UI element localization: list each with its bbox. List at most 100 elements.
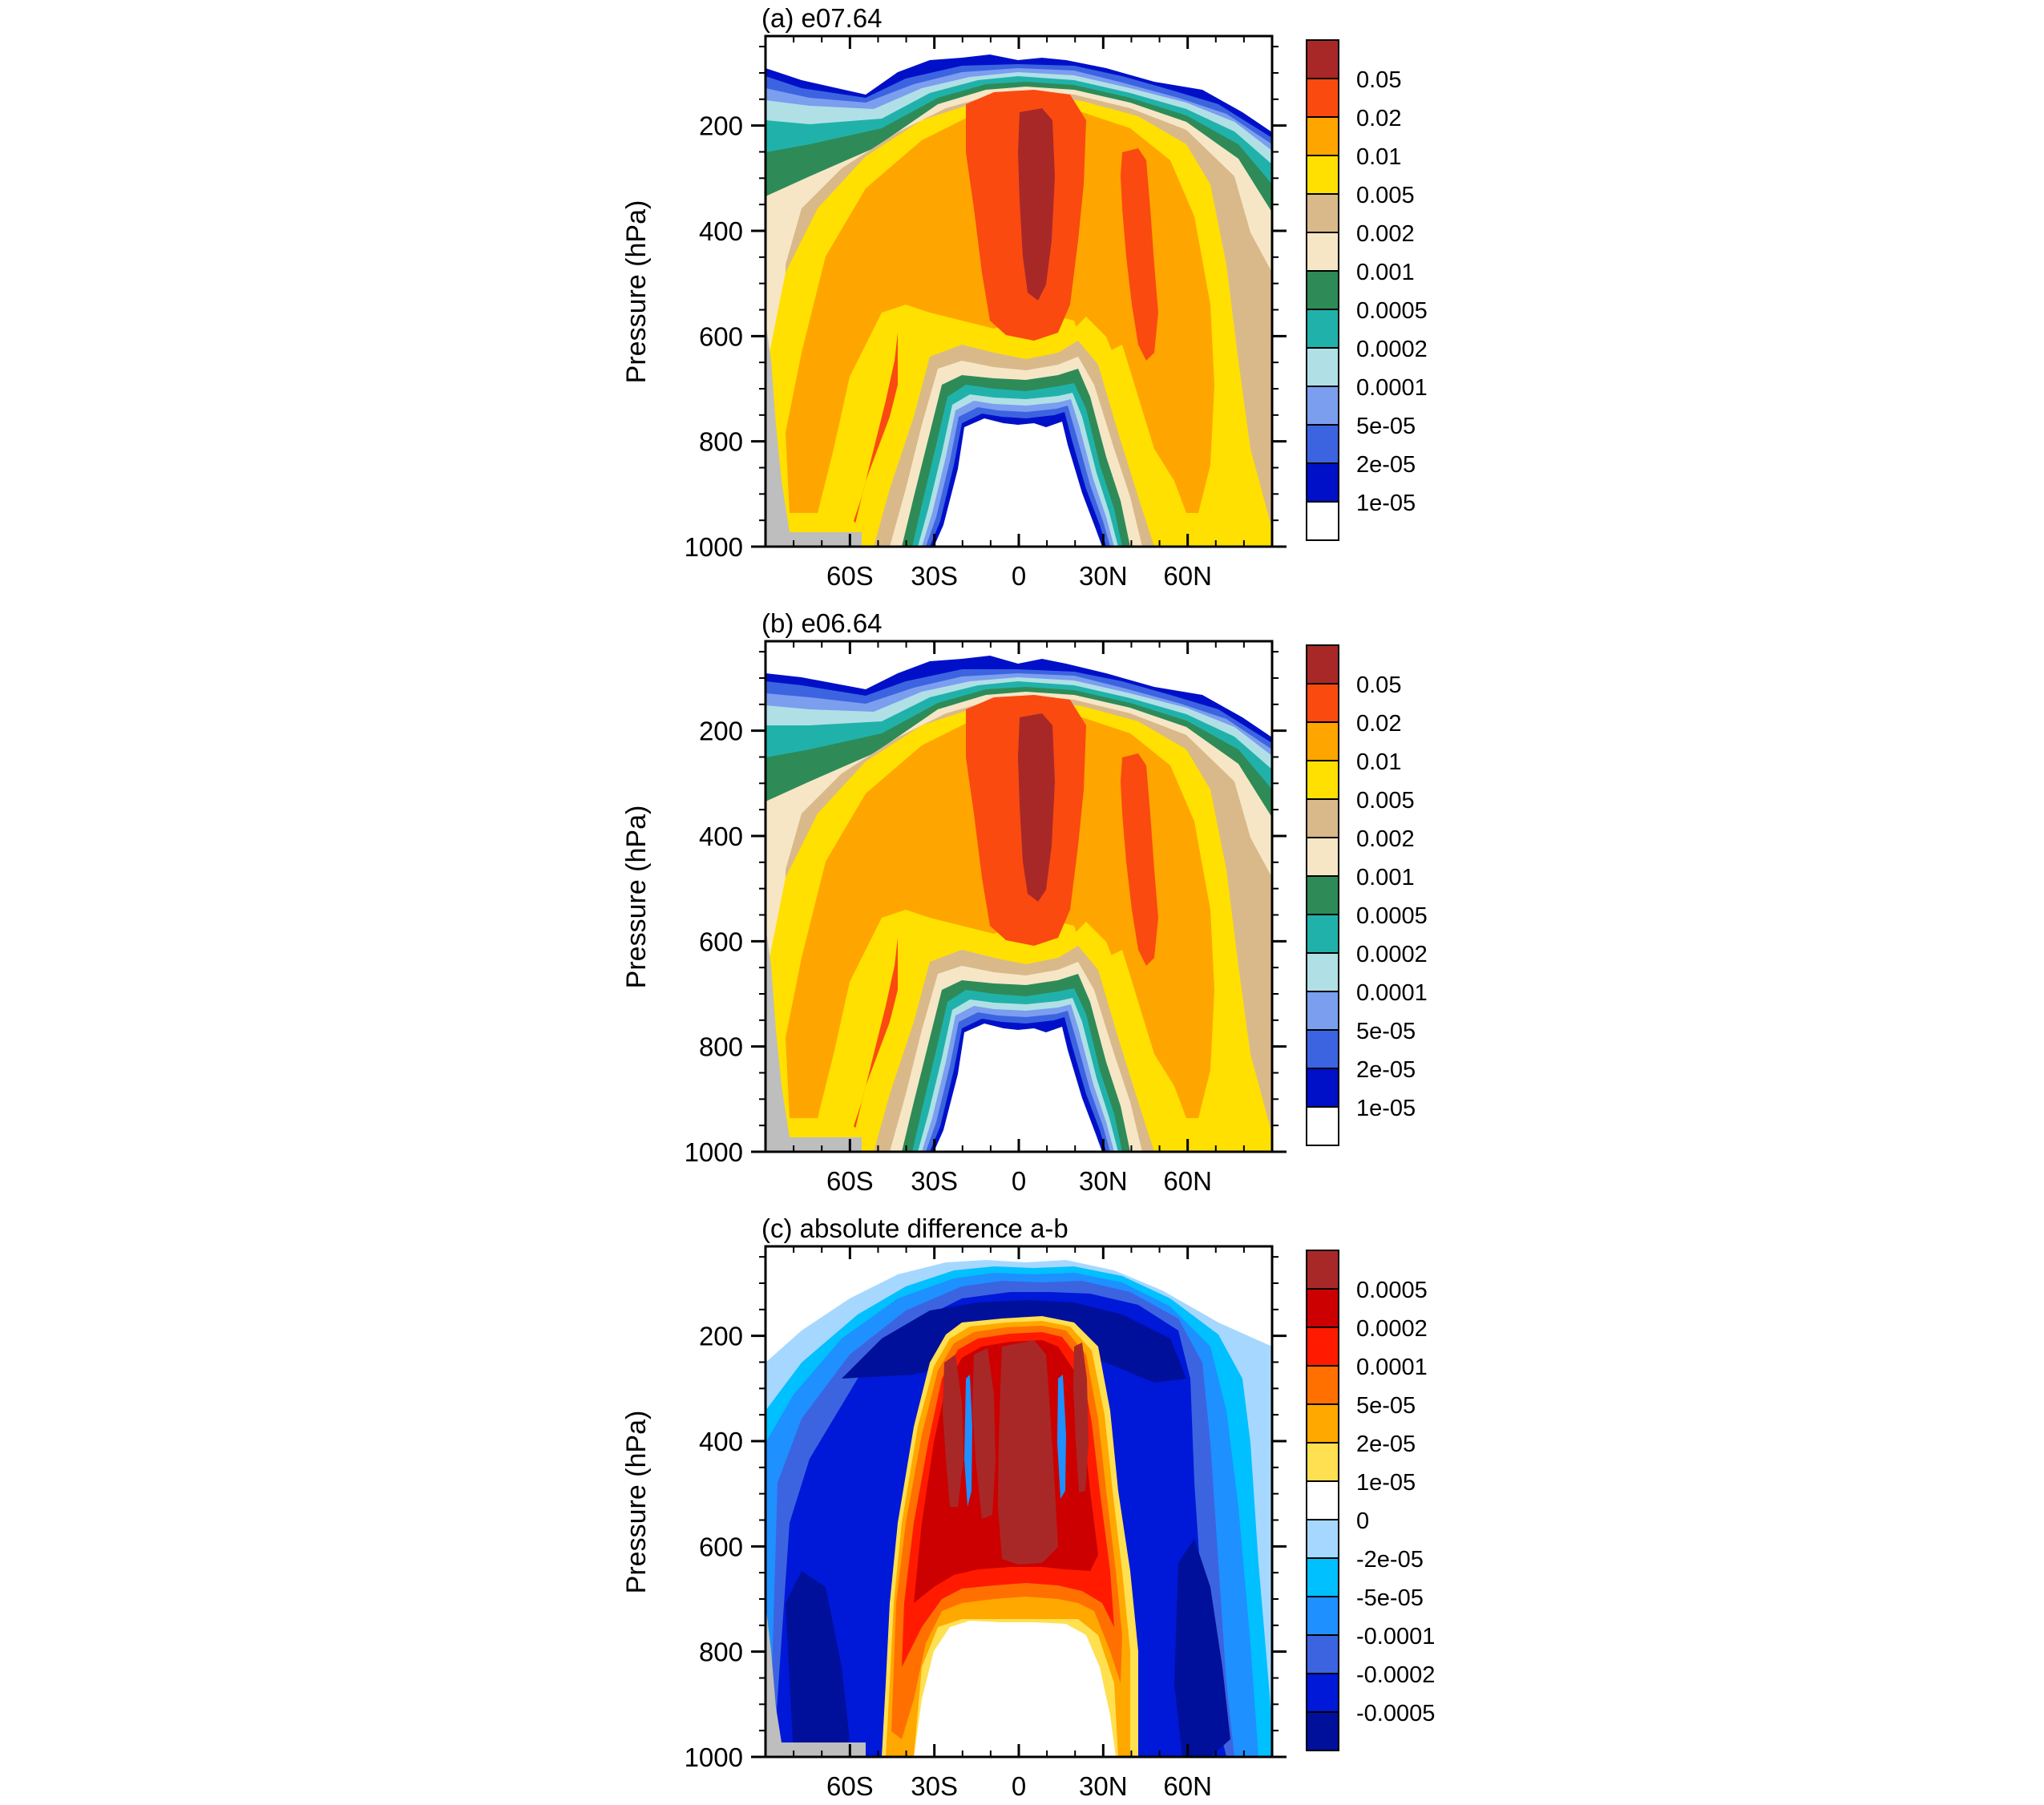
panel-c-fill-neg-streak-2 <box>1057 1375 1066 1499</box>
panel-c-hole-white <box>914 1621 1116 1757</box>
panel-a-colorbar-label: 0.001 <box>1356 260 1415 285</box>
panel-c-fill-pos-max-4 <box>1073 1343 1089 1492</box>
panel-b-colorbar-box <box>1306 991 1339 1031</box>
panel-a-fill-0.05-center <box>1018 108 1055 301</box>
panel-a-colorbar-box <box>1306 155 1339 195</box>
panel-a-colorbar-box <box>1306 232 1339 272</box>
panel-b-colorbar-box <box>1306 837 1339 877</box>
panel-c-title: (c) absolute difference a-b <box>761 1213 1068 1243</box>
panel-a-xtick-label: 60N <box>1163 561 1212 591</box>
panel-b-missing-data <box>765 926 862 1152</box>
panel-b-colorbar-label: 0.001 <box>1356 865 1415 890</box>
panel-b-ticks: 60S 30S 0 30N 60N 200 400 600 800 1000 <box>685 641 1287 1196</box>
panel-a-missing-data <box>765 321 862 547</box>
panel-b-fill-0.02-north <box>1121 753 1158 966</box>
panel-c-fill-neg-streak-1 <box>964 1375 972 1507</box>
panel-c-ticks: 60S 30S 0 30N 60N 200 400 600 800 1000 <box>685 1246 1287 1801</box>
panel-c-colorbar-label: 1e-05 <box>1356 1470 1416 1496</box>
panel-c-xtick-label: 0 <box>1012 1771 1026 1801</box>
panel-a-colorbar-label: 0.02 <box>1356 106 1401 131</box>
panel-b-colorbar-label: 0.01 <box>1356 749 1401 775</box>
panel-a-colorbar-label: 0.05 <box>1356 67 1401 93</box>
panel-b-ytick-label: 1000 <box>685 1137 743 1167</box>
panel-a-ytick-label: 200 <box>699 111 743 141</box>
panel-c-ytick-label: 200 <box>699 1322 743 1351</box>
panel-a-colorbar-label: 1e-05 <box>1356 491 1416 516</box>
panel-a-xtick-label: 0 <box>1012 561 1026 591</box>
panel-b: (b) e06.64 Pressure (hPa) <box>621 608 1428 1196</box>
panel-b-title: (b) e06.64 <box>761 608 882 638</box>
panel-b-contours <box>765 641 1272 1152</box>
panel-c-ytick-label: 400 <box>699 1427 743 1456</box>
panel-a-ytick-label: 800 <box>699 427 743 457</box>
panel-c-colorbar-box <box>1306 1403 1339 1444</box>
panel-a-colorbar-label: 5e-05 <box>1356 414 1416 439</box>
panel-c-colorbar-box <box>1306 1557 1339 1597</box>
panel-c-colorbar-box <box>1306 1596 1339 1636</box>
panel-c-colorbar-box <box>1306 1634 1339 1674</box>
panel-c-colorbar-box <box>1306 1711 1339 1751</box>
panel-c-colorbar-label: -0.0001 <box>1356 1624 1435 1650</box>
panel-b-colorbar-box <box>1306 760 1339 800</box>
panel-a-colorbar-box <box>1306 39 1339 79</box>
panel-b-colorbar: 0.05 0.02 0.01 0.005 0.002 0.001 0.0005 0.0002 0… <box>1306 644 1428 1146</box>
panel-c-colorbar: 0.0005 0.0002 0.0001 5e-05 2e-05 1e-05 0 -2e-05… <box>1306 1250 1435 1751</box>
panel-a-title: (a) e07.64 <box>761 3 882 33</box>
panel-c: (c) absolute difference a-b Pressure (hP… <box>621 1213 1435 1801</box>
panel-a-colorbar-box <box>1306 424 1339 464</box>
panel-a-hole-white <box>934 418 1102 547</box>
panel-c-colorbar-box <box>1306 1326 1339 1367</box>
panel-b-colorbar-label: 0.02 <box>1356 711 1401 737</box>
panel-a-ytick-label: 600 <box>699 321 743 351</box>
panel-a-colorbar-box <box>1306 309 1339 349</box>
panel-c-ytick-label: 800 <box>699 1637 743 1667</box>
panel-b-colorbar-label: 2e-05 <box>1356 1057 1416 1083</box>
panel-a-contours <box>765 36 1272 547</box>
panel-c-colorbar-label: -0.0002 <box>1356 1662 1435 1688</box>
panel-a-fill-0.02-north <box>1121 148 1158 361</box>
panel-a: (a) e07.64 Pressure (hPa) <box>621 3 1428 591</box>
panel-c-xtick-label: 60S <box>826 1771 874 1801</box>
panel-b-ytick-label: 800 <box>699 1032 743 1062</box>
panel-c-colorbar-label: -0.0005 <box>1356 1701 1435 1726</box>
panel-a-colorbar-box <box>1306 78 1339 118</box>
panel-a-colorbar-label: 2e-05 <box>1356 452 1416 478</box>
panel-c-xtick-label: 30N <box>1079 1771 1128 1801</box>
panel-b-hole-white <box>934 1024 1102 1152</box>
panel-b-colorbar-box <box>1306 798 1339 838</box>
panel-a-colorbar: 0.05 0.02 0.01 0.005 0.002 0.001 0.0005 0.0002 0… <box>1306 39 1428 541</box>
panel-b-colorbar-label: 5e-05 <box>1356 1019 1416 1044</box>
panel-c-missing-data <box>765 1603 866 1757</box>
panel-a-xtick-label: 30N <box>1079 561 1128 591</box>
panel-a-colorbar-box <box>1306 193 1339 233</box>
panel-c-contours <box>765 1246 1272 1757</box>
panel-b-colorbar-label: 0.05 <box>1356 672 1401 698</box>
panel-b-ytick-label: 400 <box>699 822 743 851</box>
panel-c-ylabel: Pressure (hPa) <box>621 1411 652 1594</box>
panel-b-colorbar-box <box>1306 875 1339 915</box>
panel-b-colorbar-box <box>1306 914 1339 954</box>
panel-a-xtick-label: 30S <box>911 561 958 591</box>
panel-b-xtick-label: 0 <box>1012 1166 1026 1196</box>
panel-c-colorbar-label: 2e-05 <box>1356 1431 1416 1457</box>
panel-a-colorbar-box <box>1306 501 1339 541</box>
panel-a-colorbar-label: 0.002 <box>1356 221 1415 247</box>
panel-b-colorbar-box <box>1306 721 1339 761</box>
panel-b-colorbar-label: 0.002 <box>1356 826 1415 852</box>
panel-a-ticks: 60S 30S 0 30N 60N 200 400 600 800 1000 <box>685 36 1287 591</box>
panel-b-colorbar-label: 0.005 <box>1356 788 1415 814</box>
panel-c-colorbar-label: 0 <box>1356 1508 1369 1534</box>
panel-c-colorbar-box <box>1306 1250 1339 1290</box>
panel-c-colorbar-box <box>1306 1365 1339 1405</box>
panel-c-colorbar-box <box>1306 1519 1339 1559</box>
panel-b-xtick-label: 30N <box>1079 1166 1128 1196</box>
panel-a-colorbar-box <box>1306 116 1339 156</box>
panel-b-colorbar-label: 0.0001 <box>1356 980 1428 1006</box>
panel-c-xtick-label: 30S <box>911 1771 958 1801</box>
panel-a-ytick-label: 400 <box>699 216 743 246</box>
panel-c-colorbar-label: -5e-05 <box>1356 1585 1424 1611</box>
panel-c-fill-navy-south <box>786 1571 850 1757</box>
panel-c-xtick-label: 60N <box>1163 1771 1212 1801</box>
panel-c-fill-navy-north <box>1174 1539 1230 1757</box>
panel-b-fill-0.05-center <box>1018 713 1055 902</box>
